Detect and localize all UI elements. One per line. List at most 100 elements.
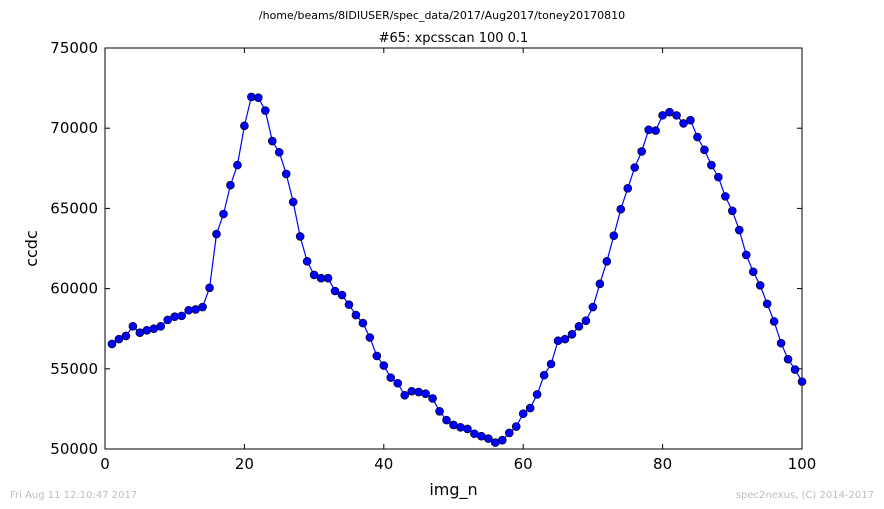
footer-timestamp: Fri Aug 11 12:10:47 2017 [10, 490, 137, 501]
data-point [295, 232, 305, 241]
data-point [379, 361, 389, 370]
x-tick-label: 20 [235, 455, 254, 473]
data-point [442, 415, 451, 425]
data-point [302, 257, 312, 266]
x-axis-label: img_n [429, 480, 477, 500]
y-axis: 50000 55000 60000 65000 70000 75000 [50, 39, 802, 458]
data-point [616, 204, 626, 214]
data-point [233, 160, 242, 170]
data-point [163, 315, 173, 325]
data-point [630, 163, 640, 172]
data-point [219, 209, 228, 219]
data-point [518, 409, 528, 419]
data-point [553, 336, 563, 346]
data-point [281, 169, 291, 179]
data-point [525, 403, 535, 413]
y-tick-label: 65000 [50, 199, 98, 217]
data-point [497, 435, 507, 445]
data-point [226, 180, 235, 190]
data-point [755, 281, 765, 290]
data-point [748, 267, 758, 277]
data-point [532, 390, 542, 399]
data-point [421, 389, 430, 398]
y-tick-label: 50000 [50, 440, 98, 458]
data-point [156, 321, 166, 331]
data-point [623, 184, 633, 193]
data-point [456, 423, 465, 432]
data-point [686, 115, 695, 125]
data-point [511, 422, 521, 431]
data-point [560, 334, 570, 344]
data-point [546, 359, 556, 369]
data-point [714, 172, 723, 182]
data-point [400, 390, 410, 400]
data-point [665, 107, 674, 117]
x-tick-label: 100 [788, 455, 817, 473]
plot-frame [104, 47, 803, 450]
series-line [111, 96, 803, 444]
data-point [358, 318, 368, 328]
data-point [721, 192, 730, 201]
data-point [414, 387, 423, 397]
data-point [309, 270, 319, 280]
plot-area [104, 47, 807, 450]
data-point [539, 370, 549, 380]
data-point [595, 279, 605, 289]
data-point [588, 302, 598, 312]
x-tick-label: 80 [653, 455, 672, 473]
data-point [734, 225, 744, 235]
data-point [351, 310, 361, 320]
data-point [212, 229, 221, 239]
data-point [254, 93, 263, 103]
data-point [288, 197, 298, 207]
data-point [762, 299, 772, 309]
data-point [393, 378, 403, 388]
data-point [602, 257, 612, 266]
x-tick-label: 40 [374, 455, 393, 473]
data-point [707, 160, 716, 170]
data-point [323, 273, 333, 283]
y-tick-label: 55000 [50, 360, 98, 378]
data-point [261, 106, 270, 115]
y-tick-label: 60000 [50, 280, 98, 298]
data-point [783, 354, 793, 364]
data-point [428, 394, 437, 403]
data-point [198, 302, 207, 312]
data-point [128, 321, 138, 331]
data-point [267, 136, 277, 146]
data-point [177, 311, 186, 321]
data-point [205, 283, 214, 293]
data-point [567, 330, 577, 339]
data-point [386, 373, 396, 382]
footer-credit: spec2nexus, (C) 2014-2017 [736, 490, 874, 501]
data-point [790, 365, 800, 374]
chart-suptitle: /home/beams/8IDIUSER/spec_data/2017/Aug2… [259, 9, 625, 22]
data-point [365, 333, 375, 342]
y-tick-label: 75000 [50, 39, 98, 57]
data-point [344, 300, 354, 309]
data-point [330, 286, 340, 296]
data-point [679, 119, 688, 128]
data-point [484, 434, 493, 443]
data-point [240, 121, 249, 131]
data-point [142, 325, 152, 335]
x-tick-label: 60 [514, 455, 533, 473]
data-point [435, 407, 444, 416]
data-point [658, 111, 667, 120]
data-point [114, 334, 124, 344]
data-point [372, 351, 382, 361]
data-point [651, 126, 660, 135]
data-point [337, 290, 347, 300]
data-point [609, 231, 619, 240]
data-point [741, 250, 751, 260]
data-point [797, 377, 807, 386]
data-point [274, 147, 284, 157]
data-point [637, 147, 646, 156]
data-point [769, 317, 779, 326]
x-tick-label: 0 [100, 455, 110, 473]
data-point [700, 145, 709, 155]
data-point [693, 132, 702, 142]
x-axis: 0 20 40 60 80 100 [100, 48, 816, 473]
y-axis-label: ccdc [22, 230, 41, 267]
